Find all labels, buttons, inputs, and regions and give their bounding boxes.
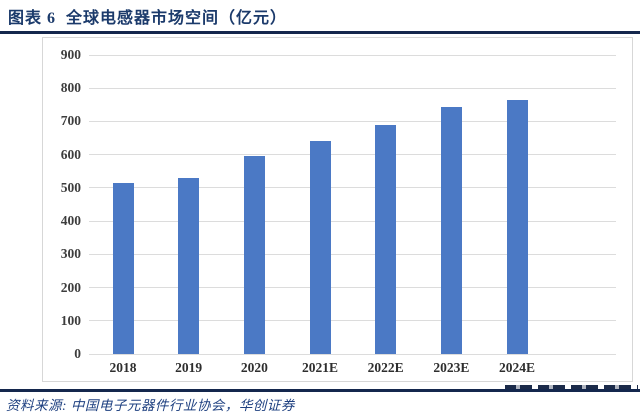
bar-2022E — [375, 124, 397, 354]
y-axis-label-0: 0 — [74, 346, 81, 361]
y-axis-label-100: 100 — [60, 312, 81, 328]
gridline-800 — [89, 87, 616, 89]
x-axis-label-2022E: 2022E — [367, 360, 404, 375]
gridline-100 — [89, 320, 616, 322]
x-axis-label-2023E: 2023E — [433, 360, 470, 375]
y-axis-label-500: 500 — [60, 179, 81, 195]
y-axis-label-800: 800 — [60, 80, 81, 96]
x-axis-label-2018: 2018 — [109, 360, 137, 375]
y-axis-label-200: 200 — [60, 279, 81, 295]
y-axis-label-300: 300 — [60, 246, 81, 262]
illegible-watermark-fragments — [505, 385, 638, 390]
y-axis-label-600: 600 — [60, 146, 81, 162]
y-axis-label-400: 400 — [60, 213, 81, 229]
bar-2021E — [309, 141, 331, 354]
bar-2019 — [178, 177, 200, 354]
bar-2020 — [243, 155, 265, 354]
x-axis-label-2024E: 2024E — [499, 360, 536, 375]
bar-chart-plot: 0 100 200 300 400 500 600 700 800 900 2018 2019 2020… — [43, 38, 632, 381]
gridline-200 — [89, 287, 616, 289]
x-axis-label-2021E: 2021E — [301, 360, 338, 375]
title-divider-line — [0, 31, 640, 34]
gridline-600 — [89, 154, 616, 156]
bar-2024E — [506, 99, 528, 354]
y-axis-label-900: 900 — [60, 47, 81, 62]
gridline-0 — [89, 353, 616, 355]
bar-2018 — [112, 182, 134, 354]
gridline-500 — [89, 187, 616, 189]
chart-area: 0 100 200 300 400 500 600 700 800 900 2018 2019 2020… — [42, 37, 633, 382]
source-note: 资料来源: 中国电子元器件行业协会，华创证券 — [6, 398, 295, 413]
x-axis-label-2019: 2019 — [175, 360, 203, 375]
x-axis-label-2020: 2020 — [240, 360, 268, 375]
y-axis-label-700: 700 — [60, 113, 81, 129]
gridline-400 — [89, 220, 616, 222]
gridline-900 — [89, 54, 616, 56]
gridline-300 — [89, 253, 616, 255]
figure-title: 图表 6 全球电感器市场空间（亿元） — [8, 10, 288, 27]
bar-2023E — [440, 106, 462, 354]
footer-divider-line — [0, 389, 640, 392]
gridline-700 — [89, 120, 616, 122]
